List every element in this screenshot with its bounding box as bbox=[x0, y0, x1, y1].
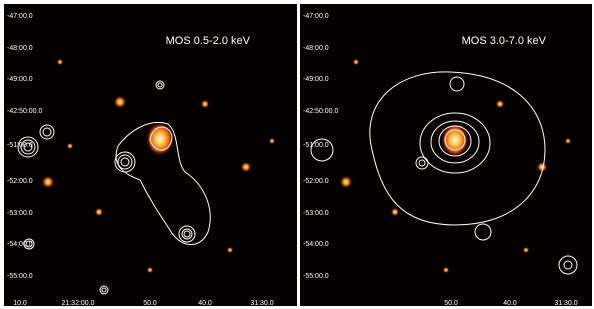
panel: MOS 0.5-2.0 keV -47:00.0 -48:00.0 -49:00.0 -… bbox=[4, 4, 297, 307]
image bbox=[300, 4, 592, 306]
y-tick-label: -51:00.0 bbox=[303, 142, 329, 149]
panel-title: MOS 0.5-2.0 keV bbox=[166, 35, 251, 47]
y-tick-label: -49:00.0 bbox=[303, 76, 329, 83]
y-tick-label: -53:00.0 bbox=[303, 210, 329, 217]
y-tick-label: -55:00.0 bbox=[7, 273, 33, 280]
y-tick-label: -51:00.0 bbox=[7, 142, 33, 149]
y-tick-label: -52:00.0 bbox=[303, 178, 329, 185]
y-tick-label: -54:00.0 bbox=[7, 241, 33, 248]
y-tick-label: -42:50:00.0 bbox=[303, 108, 339, 115]
x-tick-label: 50.0 bbox=[444, 300, 458, 307]
x-tick-label: 21:32:00.0 bbox=[61, 300, 94, 307]
y-tick-label: -48:00.0 bbox=[303, 45, 329, 52]
y-tick-label: -53:00.0 bbox=[7, 210, 33, 217]
x-tick-label: 40.0 bbox=[503, 300, 517, 307]
panel: MOS 3.0-7.0 keV -47:00.0 -48:00.0 -49:00.0 -… bbox=[300, 4, 592, 307]
x-tick-label: 31:30.0 bbox=[554, 300, 577, 307]
x-tick-label: 10.0 bbox=[13, 300, 27, 307]
image bbox=[4, 4, 297, 306]
figure: MOS 0.5-2.0 keV -47:00.0 -48:00.0 -49:00.0 -… bbox=[0, 0, 594, 309]
y-tick-label: -47:00.0 bbox=[7, 13, 33, 20]
y-tick-label: -42:50:00.0 bbox=[7, 108, 43, 115]
y-tick-label: -52:00.0 bbox=[7, 178, 33, 185]
y-tick-label: -55:00.0 bbox=[303, 273, 329, 280]
x-tick-label: 31:30.0 bbox=[250, 300, 273, 307]
y-tick-label: -49:00.0 bbox=[7, 76, 33, 83]
x-tick-label: 40.0 bbox=[198, 300, 212, 307]
y-tick-label: -48:00.0 bbox=[7, 45, 33, 52]
y-tick-label: -47:00.0 bbox=[303, 13, 329, 20]
x-tick-label: 50.0 bbox=[143, 300, 157, 307]
y-tick-label: -54:00.0 bbox=[303, 241, 329, 248]
panel-title: MOS 3.0-7.0 keV bbox=[462, 35, 547, 47]
